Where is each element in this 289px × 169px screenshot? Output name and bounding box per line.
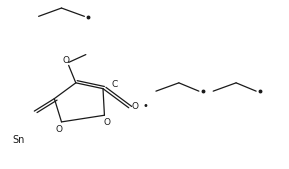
Text: Sn: Sn	[13, 135, 25, 145]
Text: •: •	[142, 101, 148, 111]
Text: O: O	[63, 56, 70, 65]
Text: O: O	[55, 125, 62, 134]
Text: C: C	[112, 80, 118, 89]
Text: O: O	[104, 118, 111, 127]
Text: O: O	[131, 102, 139, 111]
